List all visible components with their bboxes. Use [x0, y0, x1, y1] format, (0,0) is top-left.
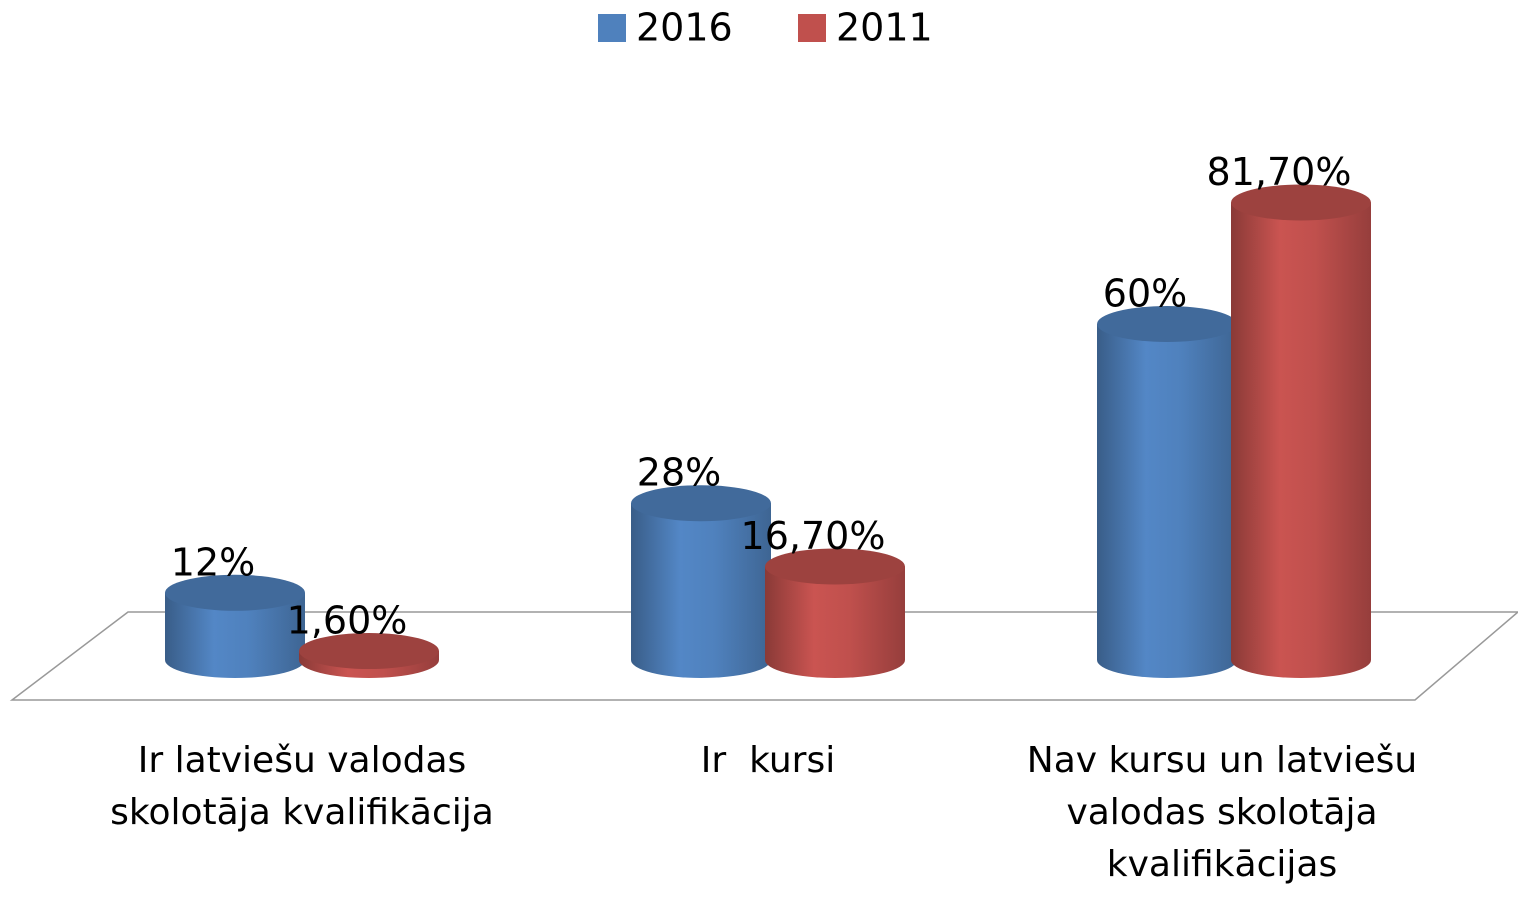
- data-label: 81,70%: [1207, 150, 1352, 194]
- x-tick-label: Ir latviešu valodas skolotāja kvalifikāc…: [110, 740, 494, 833]
- bar-body: [1231, 202, 1371, 679]
- bar-top: [765, 548, 905, 585]
- bar: [1097, 306, 1237, 678]
- bar-top: [299, 633, 439, 670]
- bar-body: [165, 592, 305, 678]
- legend-swatch: [798, 14, 826, 42]
- bar-body: [765, 566, 905, 678]
- bar-top: [1231, 184, 1371, 221]
- bar-top: [1097, 306, 1237, 342]
- legend-label: 2016: [636, 6, 733, 50]
- data-label: 12%: [171, 540, 255, 584]
- bar: [631, 485, 771, 678]
- bar-top: [165, 574, 305, 611]
- floor: [9, 611, 1518, 701]
- data-label: 60%: [1103, 272, 1187, 316]
- x-tick-label: Nav kursu un latviešu valodas skolotāja …: [1026, 740, 1429, 885]
- bar-body: [631, 503, 771, 678]
- bar: [765, 548, 905, 678]
- data-label: 1,60%: [287, 599, 408, 643]
- bar: [165, 574, 305, 678]
- x-tick-label: Ir kursi: [700, 740, 836, 781]
- bar: [1231, 184, 1371, 679]
- bar: [299, 633, 439, 678]
- bar-top: [631, 485, 771, 522]
- data-label: 16,70%: [741, 514, 886, 558]
- data-label: 28%: [637, 451, 721, 495]
- legend-label: 2011: [836, 6, 933, 50]
- bar-body: [1097, 324, 1237, 678]
- legend-swatch: [598, 14, 626, 42]
